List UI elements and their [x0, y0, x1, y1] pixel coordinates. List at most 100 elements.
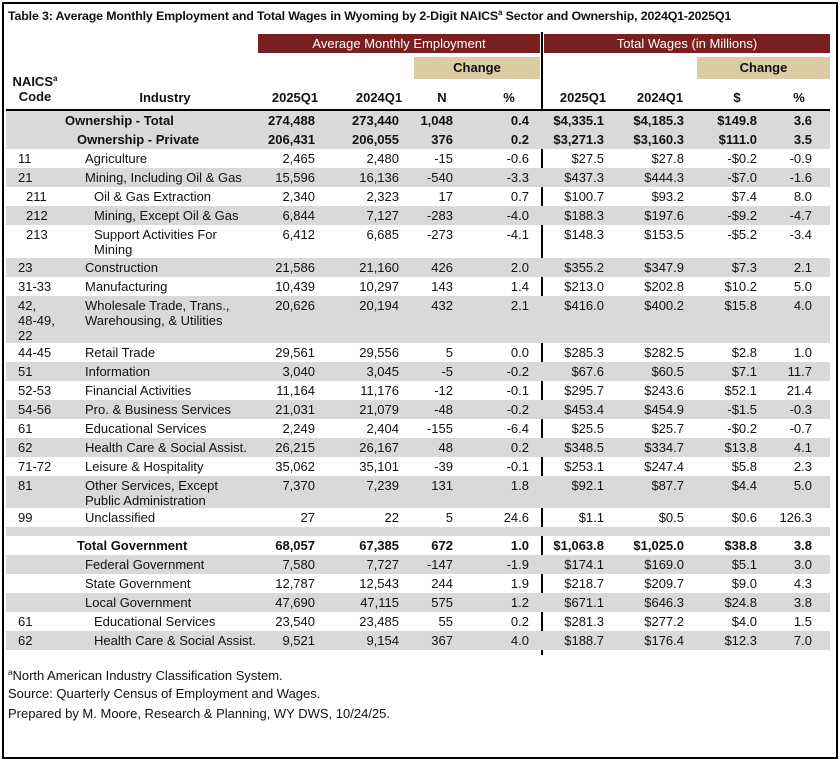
value-cell: -0.3 — [767, 399, 830, 419]
value-cell: $111.0 — [694, 130, 767, 149]
industry: Educational Services — [94, 614, 216, 629]
value-cell: $437.3 — [541, 168, 614, 187]
value-cell: 2,480 — [366, 151, 399, 166]
value-cell: 3.6 — [767, 111, 830, 130]
group-header: Total Wages (in Millions) — [544, 34, 830, 53]
value-cell: 7,239 — [327, 475, 409, 508]
value-cell: -147 — [409, 555, 467, 574]
value-cell: 2,465 — [282, 151, 315, 166]
value-cell: -$0.2 — [727, 420, 757, 436]
value-cell: $1,063.8 — [553, 538, 604, 553]
value-cell: -540 — [409, 168, 467, 187]
value-cell: 0.2 — [467, 130, 541, 149]
value-cell: $5.1 — [694, 555, 767, 574]
value-cell: 274,488 — [262, 111, 327, 130]
industry: Other Services, Except Public Administra… — [63, 475, 262, 508]
value-cell: 23,485 — [359, 614, 399, 629]
naics-code: 54-56 — [6, 399, 63, 419]
value-cell: -$7.0 — [694, 168, 767, 187]
value-cell: $213.0 — [564, 278, 604, 294]
column-header: Industry — [139, 90, 191, 105]
industry: Leisure & Hospitality — [85, 458, 204, 474]
value-cell: $0.6 — [731, 510, 757, 525]
value-cell: 10,297 — [359, 278, 399, 294]
value-cell: 143 — [431, 278, 453, 294]
table-row: 212 Mining, Except Oil & Gas 6,844 7,127 -28… — [6, 206, 830, 225]
naics-code: 213 — [26, 227, 48, 242]
value-cell: $3,271.3 — [541, 130, 614, 149]
value-cell: -4.0 — [467, 206, 541, 225]
value-cell: $348.5 — [541, 437, 614, 457]
value-cell: 11,164 — [276, 382, 315, 398]
industry: Total Government — [77, 538, 188, 553]
industry: Unclassified — [85, 510, 156, 525]
title-text-end: Sector and Ownership, 2024Q1-2025Q1 — [502, 9, 732, 23]
table-row: 42, 48-49, 22 Wholesale Trade, Trans., Wa… — [6, 295, 830, 343]
value-cell: 1.2 — [467, 593, 541, 612]
value-cell: 35,101 — [359, 458, 399, 474]
naics-code: 71-72 — [18, 458, 52, 474]
value-cell: $453.4 — [541, 399, 614, 419]
industry: Support Activities For Mining — [94, 227, 217, 257]
value-cell: 5.0 — [767, 475, 830, 508]
column-header: $ — [733, 90, 741, 105]
table-row: 62 Health Care & Social Assist. 26,215 26,1… — [6, 437, 830, 457]
industry: Mining, Except Oil & Gas — [63, 206, 262, 225]
column-header: 2024Q1 — [636, 90, 684, 105]
value-cell: 9,154 — [327, 631, 409, 650]
industry: Local Government — [63, 593, 262, 612]
column-header: 2025Q1 — [271, 90, 319, 105]
value-cell: 21,031 — [262, 399, 327, 419]
value-cell: 206,055 — [327, 130, 409, 149]
value-cell: 432 — [409, 295, 467, 343]
industry: Educational Services — [85, 420, 207, 436]
value-cell: 23,540 — [275, 614, 315, 629]
value-cell: 376 — [409, 130, 467, 149]
data-table: Ownership - Total 274,488 273,440 1,048 0.4 $… — [6, 111, 830, 650]
value-cell: 672 — [431, 538, 453, 553]
value-cell: 2.1 — [767, 257, 830, 277]
value-cell: $153.5 — [644, 227, 684, 242]
value-cell: -6.4 — [506, 420, 529, 436]
value-cell: $334.7 — [614, 437, 694, 457]
value-cell: $253.1 — [564, 458, 604, 474]
value-cell: 8.0 — [793, 189, 812, 204]
value-cell: 7.0 — [767, 631, 830, 650]
value-cell: 68,057 — [275, 538, 315, 553]
value-cell: 11,176 — [360, 382, 399, 398]
value-cell: $12.3 — [694, 631, 767, 650]
value-cell: -1.9 — [467, 555, 541, 574]
value-cell: 3.5 — [767, 130, 830, 149]
value-cell: 0.0 — [510, 344, 529, 360]
value-cell: $197.6 — [614, 206, 694, 225]
value-cell: 3,045 — [327, 361, 409, 381]
industry: Federal Government — [63, 555, 262, 574]
value-cell: 244 — [431, 576, 453, 591]
value-cell: 3.8 — [793, 538, 812, 553]
industry: Health Care & Social Assist. — [63, 437, 262, 457]
value-cell: -12 — [434, 382, 453, 398]
value-cell: 12,543 — [359, 576, 399, 591]
value-cell: 26,215 — [262, 437, 327, 457]
value-cell: $444.3 — [614, 168, 694, 187]
table-row: 213 Support Activities For Mining 6,412 6,6… — [6, 225, 830, 258]
table-row: 51 Information 3,040 3,045 -5 -0.2 $67.6 $60.5 $… — [6, 361, 830, 381]
value-cell: $4,335.1 — [541, 111, 614, 130]
value-cell: $13.8 — [694, 437, 767, 457]
table-row: 211 Oil & Gas Extraction 2,340 2,323 17 0.7 $1… — [6, 187, 830, 206]
value-cell: $209.7 — [644, 576, 684, 591]
value-cell: $100.7 — [564, 189, 604, 204]
naics-code: 11 — [18, 151, 32, 166]
value-cell: $169.0 — [614, 555, 694, 574]
value-cell: 24.6 — [503, 510, 529, 525]
naics-code: 44-45 — [18, 344, 52, 360]
naics-code: 81 — [6, 475, 63, 508]
value-cell: 426 — [409, 257, 467, 277]
value-cell: $646.3 — [614, 593, 694, 612]
industry: Wholesale Trade, Trans., Warehousing, & … — [63, 295, 262, 343]
value-cell: 11.7 — [767, 361, 830, 381]
value-cell: 1.4 — [510, 278, 529, 294]
value-cell: 0.2 — [467, 437, 541, 457]
value-cell: -0.2 — [467, 399, 541, 419]
